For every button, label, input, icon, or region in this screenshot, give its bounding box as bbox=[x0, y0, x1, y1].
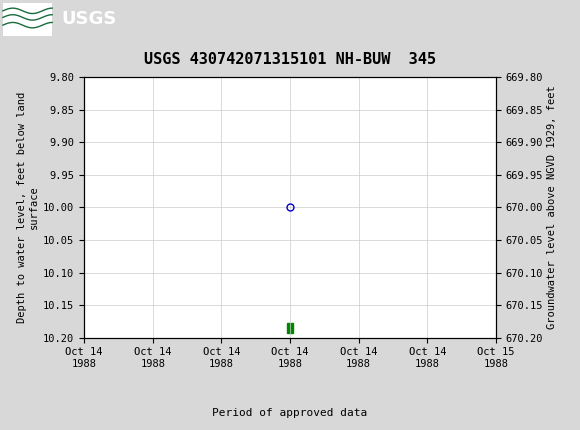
Text: Period of approved data: Period of approved data bbox=[212, 408, 368, 418]
Text: USGS 430742071315101 NH-BUW  345: USGS 430742071315101 NH-BUW 345 bbox=[144, 52, 436, 67]
Y-axis label: Depth to water level, feet below land
surface: Depth to water level, feet below land su… bbox=[17, 92, 39, 323]
Y-axis label: Groundwater level above NGVD 1929, feet: Groundwater level above NGVD 1929, feet bbox=[548, 86, 557, 329]
Bar bbox=[287, 322, 293, 333]
Text: USGS: USGS bbox=[61, 10, 116, 28]
FancyBboxPatch shape bbox=[3, 3, 52, 36]
